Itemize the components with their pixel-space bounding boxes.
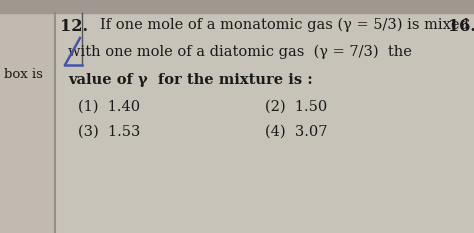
Text: with one mole of a diatomic gas  (γ = 7/3)  the: with one mole of a diatomic gas (γ = 7/3…	[68, 45, 412, 59]
Text: value of γ  for the mixture is :: value of γ for the mixture is :	[68, 73, 313, 87]
Bar	[0, 13, 55, 233]
Text: (4)  3.07: (4) 3.07	[265, 125, 328, 139]
Text: box is: box is	[4, 68, 43, 81]
Text: If one mole of a monatomic gas (γ = 5/3) is mixed: If one mole of a monatomic gas (γ = 5/3)…	[100, 18, 469, 32]
Text: (2)  1.50: (2) 1.50	[265, 100, 327, 114]
Text: (3)  1.53: (3) 1.53	[78, 125, 140, 139]
Text: 12.: 12.	[60, 18, 88, 35]
Text: 16.: 16.	[448, 18, 474, 35]
Bar	[0, 0, 474, 13]
Text: (1)  1.40: (1) 1.40	[78, 100, 140, 114]
